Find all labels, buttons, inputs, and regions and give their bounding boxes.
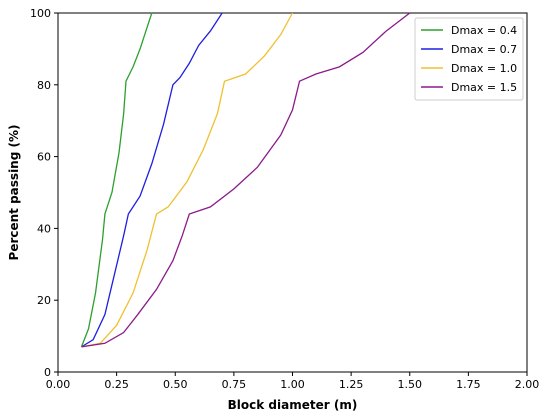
y-axis-ticks: 0 20 40 60 80 100 xyxy=(30,7,58,379)
y-axis-label: Percent passing (%) xyxy=(7,125,21,261)
x-tick-label: 1.50 xyxy=(398,378,423,391)
x-tick-label: 1.25 xyxy=(339,378,364,391)
x-tick-label: 0.75 xyxy=(222,378,247,391)
legend-box xyxy=(414,17,524,101)
y-tick-label: 100 xyxy=(30,7,51,20)
x-tick-label: 0.50 xyxy=(163,378,188,391)
y-tick-label: 40 xyxy=(37,222,51,235)
x-tick-label: 1.75 xyxy=(456,378,481,391)
x-axis-ticks: 0.00 0.25 0.50 0.75 1.00 1.25 1.50 1.75 2.00 xyxy=(46,372,540,391)
x-tick-label: 0.25 xyxy=(104,378,129,391)
series-layer xyxy=(80,12,411,348)
x-tick-label: 1.00 xyxy=(280,378,305,391)
y-tick-label: 80 xyxy=(37,79,51,92)
x-tick-label: 2.00 xyxy=(515,378,540,391)
y-tick-label: 0 xyxy=(44,366,51,379)
y-tick-label: 60 xyxy=(37,151,51,164)
legend-label: Dmax = 1.5 xyxy=(451,81,517,94)
series-line-1 xyxy=(80,12,153,348)
y-tick-label: 20 xyxy=(37,294,51,307)
x-tick-label: 0.00 xyxy=(46,378,71,391)
series-line-4 xyxy=(81,12,411,348)
x-axis-label: Block diameter (m) xyxy=(228,398,358,412)
series-line-2 xyxy=(81,12,223,348)
series-line-3 xyxy=(81,12,294,348)
legend-label: Dmax = 0.7 xyxy=(451,43,517,56)
legend: Dmax = 0.4 Dmax = 0.7 Dmax = 1.0 Dmax = 1.5 xyxy=(414,17,524,101)
legend-label: Dmax = 1.0 xyxy=(451,62,517,75)
legend-label: Dmax = 0.4 xyxy=(451,24,517,37)
